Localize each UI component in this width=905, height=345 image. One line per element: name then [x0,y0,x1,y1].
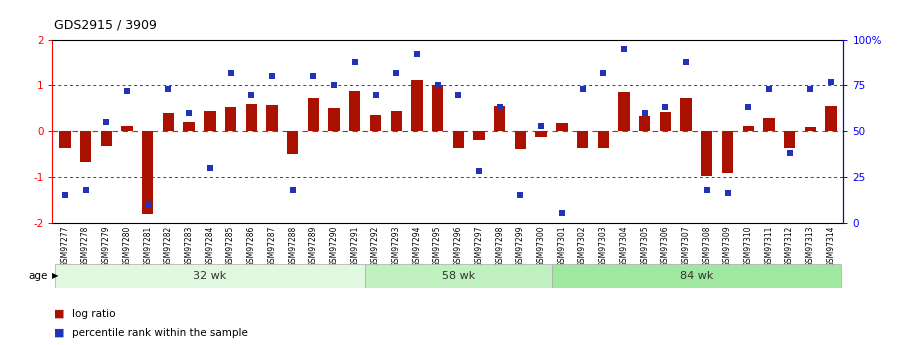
Point [265,73,280,79]
Bar [287,131,299,154]
Point [783,150,797,156]
Bar [597,131,609,148]
Point [244,92,259,97]
Point [431,83,445,88]
Point [658,105,672,110]
Point [451,92,465,97]
Text: ▶: ▶ [52,272,58,280]
Point [389,70,404,75]
Point [79,187,93,193]
Point [182,110,196,116]
Point [596,70,611,75]
Bar [432,86,443,131]
Text: 32 wk: 32 wk [194,271,226,281]
Point [492,105,507,110]
Point [99,119,113,125]
Bar [722,131,733,173]
Text: log ratio: log ratio [72,309,116,319]
Bar [59,131,71,148]
Bar [266,105,278,131]
Point [762,86,776,92]
Bar [701,131,712,176]
Point [534,123,548,128]
Bar [184,122,195,131]
Text: GDS2915 / 3909: GDS2915 / 3909 [54,18,157,31]
Bar [54,264,365,288]
Bar [576,131,588,148]
Point [513,193,528,198]
Bar [681,98,691,131]
Bar [742,126,754,131]
Bar [557,123,567,131]
Bar [536,131,547,137]
Bar [763,118,775,131]
Point [327,83,341,88]
Point [285,187,300,193]
Point [368,92,383,97]
Point [348,59,362,65]
Bar [245,104,257,131]
Point [224,70,238,75]
Bar [660,112,672,131]
Bar [100,131,112,146]
Bar [805,127,816,131]
Bar [224,107,236,131]
Bar [551,264,842,288]
Point [119,88,134,93]
Bar [639,117,651,131]
Point [741,105,756,110]
Point [410,51,424,57]
Text: age: age [29,271,48,281]
Text: percentile rank within the sample: percentile rank within the sample [72,328,248,338]
Text: 84 wk: 84 wk [680,271,713,281]
Point [161,86,176,92]
Bar [452,131,464,148]
Bar [121,126,133,131]
Bar [825,106,837,131]
Bar [494,106,505,131]
Point [203,165,217,170]
Text: ■: ■ [54,309,65,319]
Point [58,193,72,198]
Bar [329,108,339,131]
Bar [349,91,360,131]
Point [306,73,320,79]
Point [700,187,714,193]
Bar [308,98,319,131]
Point [720,190,735,196]
Bar [391,110,402,131]
Bar [142,131,154,214]
Point [679,59,693,65]
Bar [618,92,630,131]
Bar [205,110,215,131]
Bar [515,131,526,149]
Point [140,201,155,207]
Point [803,86,817,92]
Point [555,210,569,216]
Point [576,86,590,92]
Point [824,79,838,85]
Point [616,46,631,52]
Bar [163,113,174,131]
Bar [784,131,795,148]
Bar [365,264,551,288]
Bar [411,80,423,131]
Point [637,110,652,116]
Text: 58 wk: 58 wk [442,271,475,281]
Bar [370,115,381,131]
Bar [473,131,485,140]
Bar [80,131,91,162]
Text: ■: ■ [54,328,65,338]
Point [472,169,486,174]
